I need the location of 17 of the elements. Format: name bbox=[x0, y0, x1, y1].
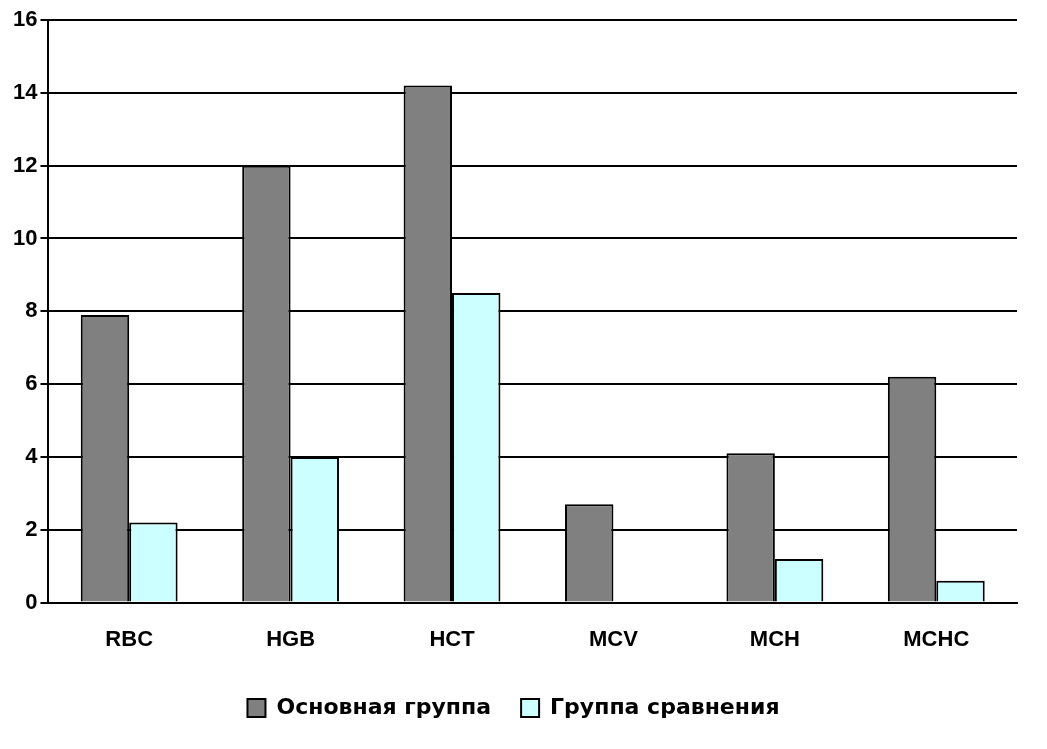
x-tick-label: MCHC bbox=[903, 625, 970, 651]
y-tick-label: 8 bbox=[25, 297, 38, 323]
x-tick-label: RBC bbox=[105, 625, 154, 651]
x-tick-label: HCT bbox=[429, 625, 476, 651]
x-tick-label: HGB bbox=[266, 625, 316, 651]
y-tick-label: 12 bbox=[12, 151, 38, 177]
y-tick-label: 16 bbox=[12, 6, 38, 32]
x-tick-label: MCV bbox=[589, 625, 639, 651]
y-tick-label: 6 bbox=[25, 370, 38, 396]
legend-label: Основная группа bbox=[276, 693, 492, 719]
y-tick-label: 4 bbox=[25, 443, 39, 469]
x-tick-label: MCH bbox=[749, 625, 800, 651]
y-tick-label: 2 bbox=[25, 515, 38, 541]
y-tick-label: 14 bbox=[12, 78, 39, 104]
y-tick-label: 10 bbox=[12, 224, 38, 250]
legend-label: Группа сравнения bbox=[550, 693, 780, 719]
y-tick-label: 0 bbox=[25, 588, 38, 614]
